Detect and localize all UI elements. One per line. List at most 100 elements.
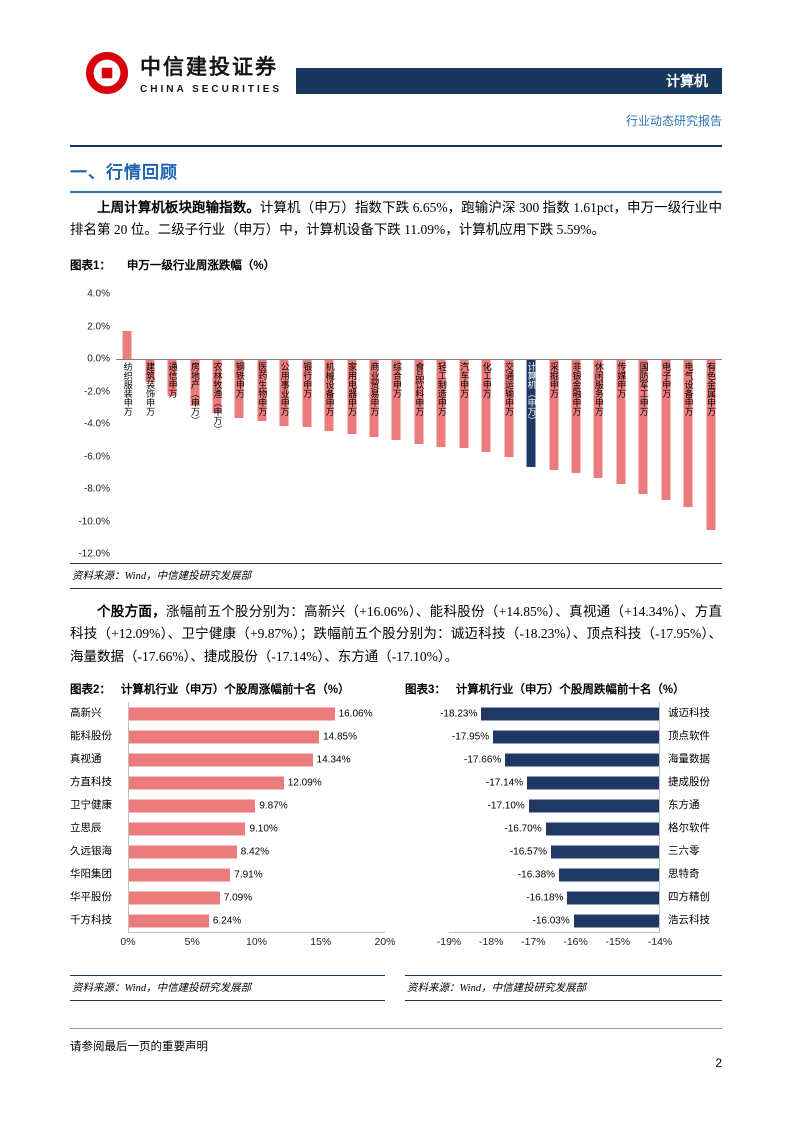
chart-bar	[129, 776, 284, 789]
chart-bar	[593, 359, 603, 478]
csc-coin-logo-icon	[85, 51, 129, 95]
x-axis-tick: -16%	[563, 936, 588, 948]
figure2-title: 图表2： 计算机行业（申万）个股周涨幅前十名（%）	[70, 681, 350, 697]
chart-bar	[551, 845, 659, 858]
value-label: -18.23%	[440, 708, 478, 719]
x-axis-tick: -14%	[647, 936, 673, 948]
chart-bar	[527, 776, 659, 789]
value-label: 9.10%	[249, 823, 278, 834]
header-divider	[70, 145, 722, 147]
figure3-title: 图表3： 计算机行业（申万）个股周跌幅前十名（%）	[405, 681, 685, 697]
chart-bar	[234, 359, 244, 418]
y-axis-tick: -6.0%	[83, 451, 110, 462]
chart-column: 计算机（申万）	[520, 294, 542, 554]
x-axis-tick: 10%	[245, 936, 268, 948]
figure1-label: 图表1：	[70, 260, 111, 272]
x-axis-tick: -18%	[478, 936, 504, 948]
chart-bar	[122, 331, 132, 359]
figure3-label: 图表3：	[405, 684, 446, 696]
chart-bar	[481, 359, 491, 452]
category-label: 农林牧渔（申万）	[212, 362, 223, 434]
chart-bar	[573, 914, 659, 927]
chart-bar	[526, 359, 536, 468]
chart-row: 14.85%	[129, 725, 385, 748]
chart-column: 食品饮料申万	[408, 294, 430, 554]
chart-row: 16.06%	[129, 702, 385, 725]
chart-column: 电气设备申万	[677, 294, 699, 554]
chart-bar	[145, 359, 155, 382]
chart-column: 非银金融申万	[565, 294, 587, 554]
footer-divider	[70, 1028, 722, 1029]
brand-text: 中信建投证券 CHINA SECURITIES	[140, 51, 282, 95]
stock-name-label: 能科股份	[70, 730, 112, 742]
chart-row: -16.57%	[449, 840, 659, 863]
paragraph-stock-performance: 个股方面，涨幅前五个股分别为：高新兴（+16.06%）、能科股份（+14.85%…	[70, 601, 722, 668]
top-losers-chart: -18.23% -17.95% -17.66% -17.14% -17.10% -16.7…	[405, 702, 722, 952]
chart-bar	[616, 359, 626, 485]
chart-column: 纺织服装申万	[116, 294, 138, 554]
source-note: 资料来源：Wind，中信建投研究发展部	[70, 563, 722, 589]
chart-bar	[661, 359, 671, 501]
stock-name-label: 捷成股份	[668, 776, 710, 788]
chart-bar	[129, 730, 320, 743]
category-label: 计算机（申万）	[526, 362, 537, 425]
top-gainers-chart: 高新兴 能科股份 真视通 方直科技 卫宁健康 立思辰 久远银海 华阳集团 华平股份 千方科技 16…	[70, 702, 396, 952]
chart-bar	[528, 799, 659, 812]
stock-name-label: 诚迈科技	[668, 707, 710, 719]
stock-name-label: 顶点软件	[668, 730, 710, 742]
chart-row: -17.14%	[449, 771, 659, 794]
stock-name-label: 立思辰	[70, 822, 102, 834]
paragraph-lead: 个股方面，	[97, 604, 167, 619]
value-label: -17.10%	[487, 800, 525, 811]
category-label: 通信申万	[167, 362, 178, 398]
y-axis-tick: 4.0%	[87, 288, 110, 300]
category-label: 国防军工申万	[638, 362, 649, 416]
chart-bar	[347, 359, 357, 434]
value-label: 7.91%	[234, 869, 263, 880]
chart1-y-axis: 4.0% 2.0% 0.0% -2.0% -4.0% -6.0% -8.0% -10.0% -1…	[70, 289, 116, 560]
chart-column: 采掘申万	[542, 294, 564, 554]
chart-row: 6.24%	[129, 909, 385, 932]
industry-weekly-change-chart: 4.0% 2.0% 0.0% -2.0% -4.0% -6.0% -8.0% -10.0% -1…	[70, 288, 722, 560]
stock-name-label: 千方科技	[70, 914, 112, 926]
paragraph-body: 计算机（申万）指数下跌 6.65%，跑输沪深 300 指数 1.61pct，申万…	[70, 200, 723, 238]
chart-bar	[129, 845, 237, 858]
chart-bar	[279, 359, 289, 426]
chart-bar	[212, 359, 222, 413]
paragraph-lead: 上周计算机板块跑输指数。	[97, 200, 260, 215]
chart-bar	[129, 891, 220, 904]
chart-bar	[505, 753, 659, 766]
stock-name-label: 东方通	[668, 799, 700, 811]
x-axis-tick: 0%	[120, 936, 136, 948]
stock-name-label: 格尔软件	[668, 822, 710, 834]
chart-column: 机械设备申万	[318, 294, 340, 554]
chart-bar	[129, 707, 335, 720]
x-axis-tick: 5%	[184, 936, 200, 948]
stock-name-label: 卫宁健康	[70, 799, 112, 811]
x-axis-tick: 20%	[374, 936, 396, 948]
source-note: 资料来源：Wind，中信建投研究发展部	[70, 975, 385, 1001]
chart3-category-axis: 诚迈科技 顶点软件 海量数据 捷成股份 东方通 格尔软件 三六零 思特奇 四方精创 浩云科技	[660, 702, 722, 933]
chart-column: 轻工制造申万	[430, 294, 452, 554]
section-title: 一、行情回顾	[70, 158, 722, 193]
value-label: 9.87%	[259, 800, 288, 811]
chart-row: -16.03%	[449, 909, 659, 932]
chart-bar	[436, 359, 446, 447]
chart-column: 综合申万	[385, 294, 407, 554]
figure2-caption: 计算机行业（申万）个股周涨幅前十名（%）	[120, 684, 350, 696]
paragraph-market-review: 上周计算机板块跑输指数。计算机（申万）指数下跌 6.65%，跑输沪深 300 指…	[70, 197, 722, 242]
disclaimer-text: 请参阅最后一页的重要声明	[70, 1041, 208, 1053]
category-label: 电气设备申万	[683, 362, 694, 416]
chart-row: 8.42%	[129, 840, 385, 863]
x-axis-tick: -17%	[521, 936, 546, 948]
value-label: -16.03%	[532, 915, 570, 926]
industry-banner: 计算机	[296, 68, 722, 94]
stock-name-label: 方直科技	[70, 776, 112, 788]
category-label: 传媒申万	[616, 362, 627, 398]
category-label: 钢铁申万	[234, 362, 245, 398]
value-label: -16.70%	[504, 823, 542, 834]
value-label: -16.57%	[509, 846, 548, 857]
y-axis-tick: -4.0%	[83, 418, 110, 430]
category-label: 公用事业申万	[279, 362, 290, 416]
